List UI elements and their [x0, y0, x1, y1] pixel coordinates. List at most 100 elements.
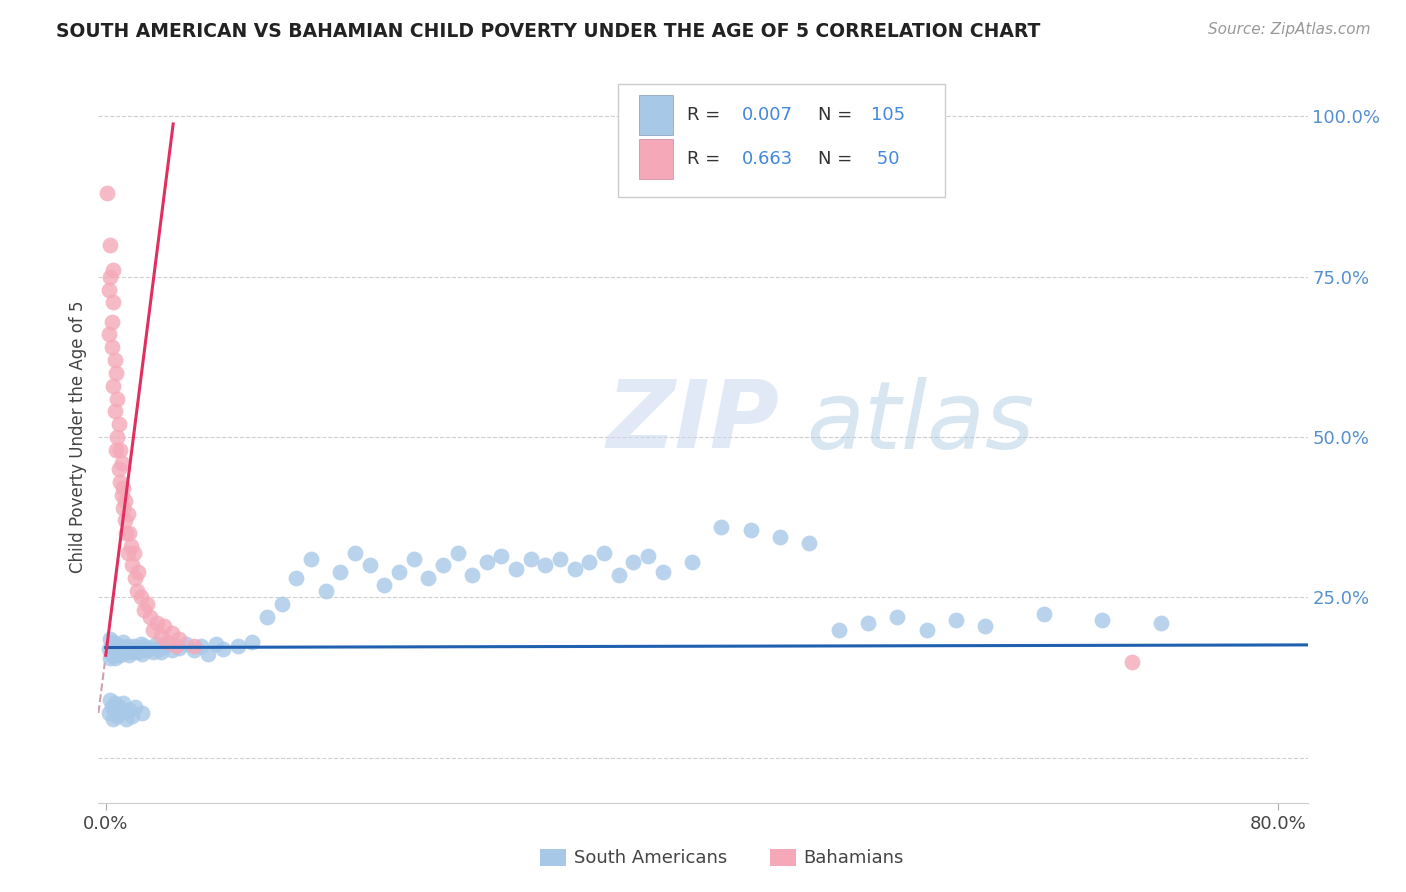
Point [1091, 613, 1114, 627]
Point [359, 558, 381, 573]
Point [256, 609, 278, 624]
Point [146, 616, 169, 631]
Point [107, 392, 129, 406]
Point [156, 635, 179, 649]
Point [103, 651, 125, 665]
Point [150, 645, 173, 659]
Point [107, 639, 129, 653]
Point [100, 340, 122, 354]
Text: 0.663: 0.663 [742, 150, 793, 168]
Point [101, 712, 124, 726]
Text: Source: ZipAtlas.com: Source: ZipAtlas.com [1208, 22, 1371, 37]
Point [974, 619, 997, 633]
Point [945, 613, 967, 627]
Point [107, 709, 129, 723]
Point [226, 639, 249, 653]
Point [112, 500, 135, 515]
Point [886, 609, 908, 624]
Point [607, 568, 630, 582]
Point [138, 609, 160, 624]
Point [165, 639, 187, 653]
Text: 105: 105 [872, 106, 905, 124]
Point [124, 571, 146, 585]
Point [270, 597, 292, 611]
Point [103, 404, 125, 418]
Point [1032, 607, 1054, 621]
Point [117, 507, 139, 521]
Point [827, 623, 849, 637]
Point [98, 632, 121, 647]
Point [548, 552, 571, 566]
Point [122, 545, 145, 559]
Point [124, 699, 146, 714]
Text: 50: 50 [872, 150, 900, 168]
Point [105, 648, 128, 663]
Point [118, 648, 141, 663]
Point [651, 565, 673, 579]
Point [110, 442, 132, 457]
Text: SOUTH AMERICAN VS BAHAMIAN CHILD POVERTY UNDER THE AGE OF 5 CORRELATION CHART: SOUTH AMERICAN VS BAHAMIAN CHILD POVERTY… [56, 22, 1040, 41]
Text: N =: N = [818, 106, 858, 124]
Point [127, 645, 149, 659]
Point [315, 584, 337, 599]
Point [105, 366, 128, 380]
Point [129, 591, 152, 605]
Point [402, 552, 425, 566]
Point [710, 520, 733, 534]
Point [100, 648, 122, 663]
Point [121, 558, 143, 573]
Point [120, 641, 142, 656]
Point [112, 697, 135, 711]
Point [110, 639, 132, 653]
Point [101, 378, 124, 392]
Point [110, 648, 132, 663]
Point [150, 629, 173, 643]
Point [915, 623, 938, 637]
Point [129, 637, 152, 651]
Point [101, 263, 124, 277]
Point [117, 545, 139, 559]
Point [418, 571, 440, 585]
Point [112, 482, 135, 496]
Text: South Americans: South Americans [574, 848, 727, 867]
Point [167, 640, 190, 655]
Point [740, 523, 762, 537]
Point [461, 568, 484, 582]
Point [593, 545, 616, 559]
Point [114, 514, 136, 528]
Point [97, 706, 120, 720]
Point [299, 552, 322, 566]
Point [121, 645, 143, 659]
Point [118, 526, 141, 541]
Point [108, 462, 131, 476]
Point [98, 269, 121, 284]
Point [132, 639, 155, 653]
Point [388, 565, 411, 579]
Point [118, 703, 141, 717]
Point [125, 640, 148, 655]
Point [373, 577, 395, 591]
Point [103, 353, 125, 368]
Point [117, 639, 139, 653]
Point [122, 639, 145, 653]
Point [100, 315, 122, 329]
Point [103, 697, 125, 711]
Y-axis label: Child Poverty Under the Age of 5: Child Poverty Under the Age of 5 [69, 301, 87, 574]
Text: R =: R = [688, 106, 727, 124]
Point [111, 488, 134, 502]
Point [110, 475, 132, 489]
Point [240, 635, 263, 649]
Point [135, 643, 157, 657]
Point [475, 555, 498, 569]
Point [114, 494, 136, 508]
Point [101, 295, 124, 310]
FancyBboxPatch shape [540, 849, 567, 866]
Point [190, 639, 212, 653]
Point [637, 549, 659, 563]
Point [120, 539, 142, 553]
Point [446, 545, 468, 559]
FancyBboxPatch shape [769, 849, 796, 866]
Point [856, 616, 879, 631]
Point [505, 561, 527, 575]
Point [101, 635, 124, 649]
